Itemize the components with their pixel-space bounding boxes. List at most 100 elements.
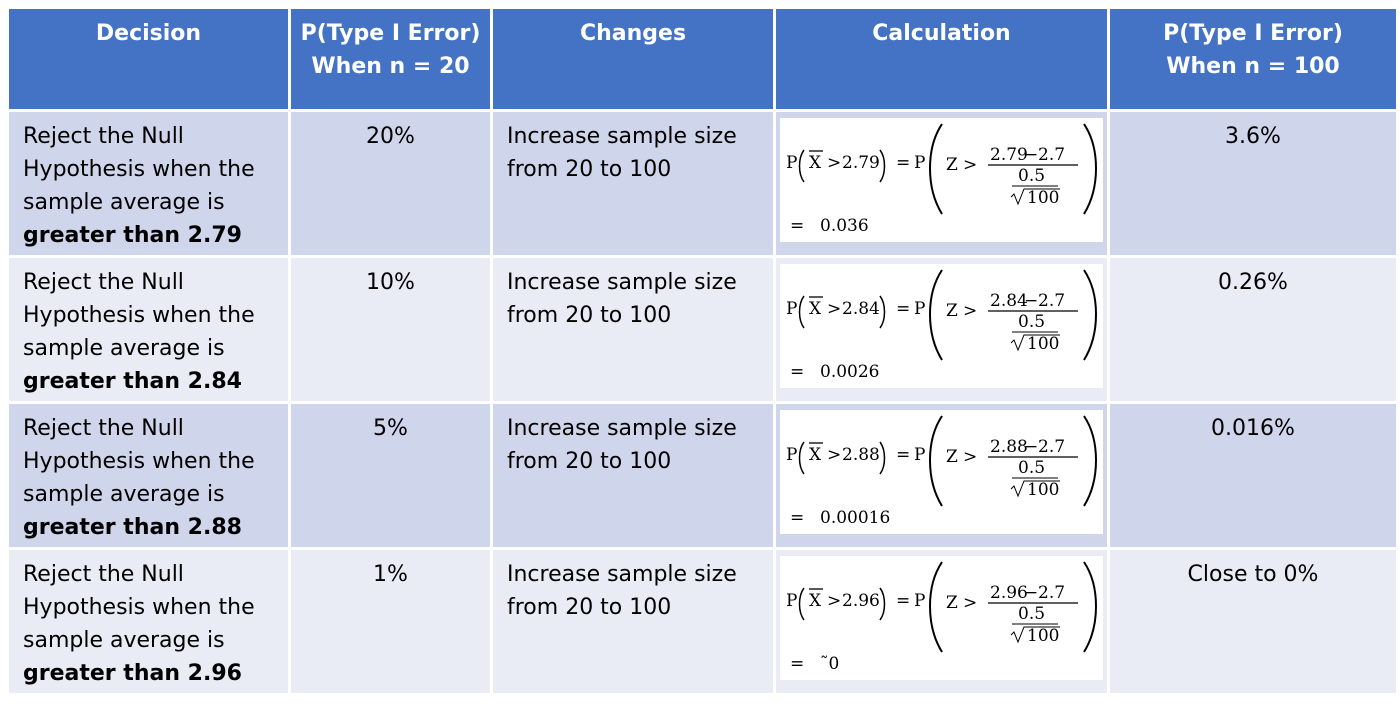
decision-cell: Reject the Null Hypothesis when the samp… bbox=[6, 401, 291, 550]
formula-num-b: 2.7 bbox=[1038, 291, 1065, 311]
decision-cell: Reject the Null Hypothesis when the samp… bbox=[6, 109, 291, 258]
p-error-n20-value: 1% bbox=[373, 562, 408, 587]
decision-line: Hypothesis when the bbox=[23, 595, 255, 620]
changes-line: from 20 to 100 bbox=[507, 595, 672, 620]
decision-line: Reject the Null bbox=[23, 562, 184, 587]
p-error-n100-value: 3.6% bbox=[1225, 124, 1281, 149]
formula-result: ˜0 bbox=[820, 654, 839, 674]
table-row: Reject the Null Hypothesis when the samp… bbox=[6, 255, 1399, 404]
formula-xbar: X bbox=[809, 445, 822, 465]
p-error-n20-cell: 10% bbox=[288, 255, 493, 404]
header-p-n100-line2: When n = 100 bbox=[1166, 54, 1340, 79]
formula-box: P X > 2.84 = P Z > 2.84 − 2. bbox=[780, 264, 1103, 388]
decision-threshold: greater than 2.88 bbox=[23, 515, 242, 540]
calculation-cell: P X > 2.88 = P Z > 2.88 − 2. bbox=[773, 401, 1110, 550]
p-error-n100-cell: 0.016% bbox=[1107, 401, 1399, 550]
formula-bigparen-right bbox=[1083, 415, 1097, 507]
formula-threshold: 2.79 bbox=[842, 153, 880, 173]
decision-threshold: greater than 2.96 bbox=[23, 661, 242, 686]
calculation-cell: P X > 2.84 = P Z > 2.84 − 2. bbox=[773, 255, 1110, 404]
calculation-cell: P X > 2.96 = P Z > 2.96 − 2. bbox=[773, 547, 1110, 696]
formula-graphic: P X > 2.96 = P Z > 2.96 − 2. bbox=[786, 561, 1097, 674]
changes-line: from 20 to 100 bbox=[507, 157, 672, 182]
formula-paren-right bbox=[879, 441, 886, 475]
formula-n: 100 bbox=[1027, 626, 1059, 646]
formula-z: Z bbox=[946, 301, 958, 321]
formula-num-b: 2.7 bbox=[1038, 145, 1065, 165]
decision-line: Hypothesis when the bbox=[23, 157, 255, 182]
formula-p: P bbox=[786, 591, 797, 611]
formula-threshold: 2.88 bbox=[842, 445, 880, 465]
header-p-n20-line1: P(Type I Error) bbox=[300, 21, 481, 46]
formula-graphic: P X > 2.84 = P Z > 2.84 − 2. bbox=[786, 269, 1097, 382]
formula-sqrt bbox=[1010, 626, 1060, 644]
decision-line: sample average is bbox=[23, 336, 225, 361]
header-calculation-text: Calculation bbox=[872, 21, 1011, 46]
formula-p: P bbox=[786, 445, 797, 465]
header-decision: Decision bbox=[6, 6, 291, 112]
formula-minus: − bbox=[1024, 145, 1038, 165]
formula-equals2: = bbox=[790, 508, 804, 528]
header-changes: Changes bbox=[490, 6, 776, 112]
formula-minus: − bbox=[1024, 583, 1038, 603]
decision-line: sample average is bbox=[23, 628, 225, 653]
formula-gt: > bbox=[827, 153, 841, 173]
formula-bigparen-left bbox=[929, 269, 943, 361]
formula-box: P X > 2.96 = P Z > 2.96 − 2. bbox=[780, 556, 1103, 680]
formula-p2: P bbox=[914, 299, 925, 319]
formula-gt2: > bbox=[963, 593, 977, 613]
formula-result: 0.0026 bbox=[820, 362, 879, 382]
formula-num-a: 2.79 bbox=[990, 145, 1028, 165]
changes-line: Increase sample size bbox=[507, 124, 737, 149]
changes-cell: Increase sample size from 20 to 100 bbox=[490, 109, 776, 258]
formula-num-a: 2.96 bbox=[990, 583, 1028, 603]
formula-gt: > bbox=[827, 445, 841, 465]
formula-gt2: > bbox=[963, 301, 977, 321]
formula-p: P bbox=[786, 299, 797, 319]
decision-line: Reject the Null bbox=[23, 270, 184, 295]
formula-z: Z bbox=[946, 155, 958, 175]
p-error-n20-value: 5% bbox=[373, 416, 408, 441]
formula-equals: = bbox=[896, 591, 910, 611]
formula-sd: 0.5 bbox=[1018, 312, 1045, 332]
formula-bigparen-left bbox=[929, 415, 943, 507]
p-error-n100-cell: Close to 0% bbox=[1107, 547, 1399, 696]
formula-num-a: 2.84 bbox=[990, 291, 1028, 311]
formula-equals2: = bbox=[790, 654, 804, 674]
header-p-n100: P(Type I Error) When n = 100 bbox=[1107, 6, 1399, 112]
formula-bigparen-right bbox=[1083, 561, 1097, 653]
header-p-n20: P(Type I Error) When n = 20 bbox=[288, 6, 493, 112]
formula-threshold: 2.96 bbox=[842, 591, 880, 611]
formula-sd: 0.5 bbox=[1018, 458, 1045, 478]
formula-gt2: > bbox=[963, 155, 977, 175]
p-error-n20-cell: 20% bbox=[288, 109, 493, 258]
changes-line: Increase sample size bbox=[507, 562, 737, 587]
formula-sd: 0.5 bbox=[1018, 604, 1045, 624]
decision-cell: Reject the Null Hypothesis when the samp… bbox=[6, 255, 291, 404]
formula-equals: = bbox=[896, 299, 910, 319]
decision-line: Hypothesis when the bbox=[23, 449, 255, 474]
formula-n: 100 bbox=[1027, 334, 1059, 354]
changes-cell: Increase sample size from 20 to 100 bbox=[490, 255, 776, 404]
formula-num-b: 2.7 bbox=[1038, 437, 1065, 457]
formula-equals2: = bbox=[790, 216, 804, 236]
changes-cell: Increase sample size from 20 to 100 bbox=[490, 547, 776, 696]
changes-cell: Increase sample size from 20 to 100 bbox=[490, 401, 776, 550]
formula-threshold: 2.84 bbox=[842, 299, 880, 319]
p-error-n100-cell: 3.6% bbox=[1107, 109, 1399, 258]
formula-box: P X > 2.79 = P Z > 2.79 − 2. bbox=[780, 118, 1103, 242]
formula-p2: P bbox=[914, 153, 925, 173]
formula-paren-left bbox=[798, 441, 805, 475]
p-error-n20-cell: 1% bbox=[288, 547, 493, 696]
formula-sd: 0.5 bbox=[1018, 166, 1045, 186]
p-error-n20-cell: 5% bbox=[288, 401, 493, 550]
header-p-n100-line1: P(Type I Error) bbox=[1163, 21, 1343, 46]
table-row: Reject the Null Hypothesis when the samp… bbox=[6, 401, 1399, 550]
header-changes-text: Changes bbox=[579, 21, 687, 46]
formula-n: 100 bbox=[1027, 188, 1059, 208]
formula-graphic: P X > 2.88 = P Z > 2.88 − 2. bbox=[786, 415, 1097, 528]
formula-graphic: P X > 2.79 = P Z > 2.79 − 2. bbox=[786, 123, 1097, 236]
formula-xbar: X bbox=[809, 591, 822, 611]
formula-paren-right bbox=[879, 295, 886, 329]
formula-num-a: 2.88 bbox=[990, 437, 1028, 457]
